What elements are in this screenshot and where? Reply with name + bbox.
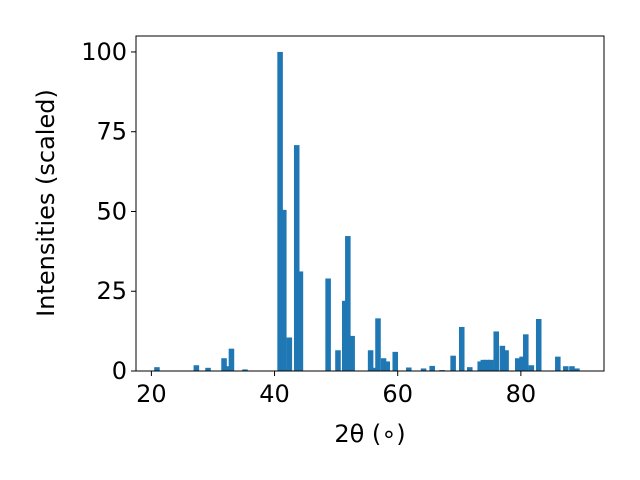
- bar: [429, 365, 435, 371]
- bar: [345, 236, 351, 371]
- x-tick-label: 60: [382, 380, 413, 408]
- bar: [224, 366, 230, 371]
- bar: [193, 365, 200, 371]
- bar: [228, 348, 235, 371]
- x-axis: 20 40 60 80: [136, 371, 536, 408]
- bar: [503, 350, 509, 371]
- bar: [392, 351, 399, 371]
- bar: [569, 366, 575, 371]
- bar: [535, 318, 542, 371]
- x-tick-label: 80: [506, 380, 537, 408]
- y-tick-label: 25: [96, 277, 127, 305]
- bar: [349, 335, 355, 371]
- bar: [221, 358, 227, 371]
- bar: [367, 350, 374, 371]
- bar: [325, 278, 331, 371]
- bar: [375, 318, 381, 371]
- y-axis: 0 25 50 75 100: [81, 38, 136, 385]
- bar: [519, 356, 525, 371]
- bar: [406, 367, 412, 371]
- y-tick-label: 100: [81, 38, 127, 66]
- bar: [277, 51, 283, 371]
- bar: [341, 300, 348, 371]
- bar: [487, 359, 494, 371]
- bar: [205, 367, 211, 371]
- bar: [466, 367, 473, 371]
- y-tick-label: 50: [96, 197, 127, 225]
- x-tick-label: 20: [136, 380, 167, 408]
- bar: [528, 365, 535, 371]
- bar: [450, 355, 456, 371]
- bar: [555, 356, 561, 371]
- bar: [574, 368, 580, 371]
- x-tick-label: 40: [259, 380, 290, 408]
- bar: [286, 337, 293, 371]
- bar: [293, 145, 300, 371]
- bar: [297, 271, 304, 371]
- plot-frame: [135, 35, 605, 372]
- bar: [242, 369, 248, 371]
- bar: [484, 359, 490, 371]
- bar: [499, 345, 506, 371]
- y-tick-label: 0: [112, 357, 127, 385]
- bar: [380, 358, 387, 371]
- bar: [563, 366, 569, 371]
- bar: [335, 350, 341, 371]
- x-axis-label: 2θ (∘): [334, 420, 405, 448]
- bar: [480, 359, 487, 371]
- bar: [281, 209, 287, 371]
- bar: [154, 367, 160, 371]
- bar: [371, 367, 378, 371]
- bar: [477, 361, 483, 371]
- bars-group: [154, 51, 580, 371]
- bar: [384, 361, 391, 371]
- bar: [458, 326, 465, 371]
- bar: [515, 358, 521, 371]
- y-tick-label: 75: [96, 118, 127, 146]
- bar: [493, 331, 500, 371]
- bar: [523, 334, 529, 371]
- bar: [420, 368, 427, 371]
- y-axis-label: Intensities (scaled): [32, 89, 60, 317]
